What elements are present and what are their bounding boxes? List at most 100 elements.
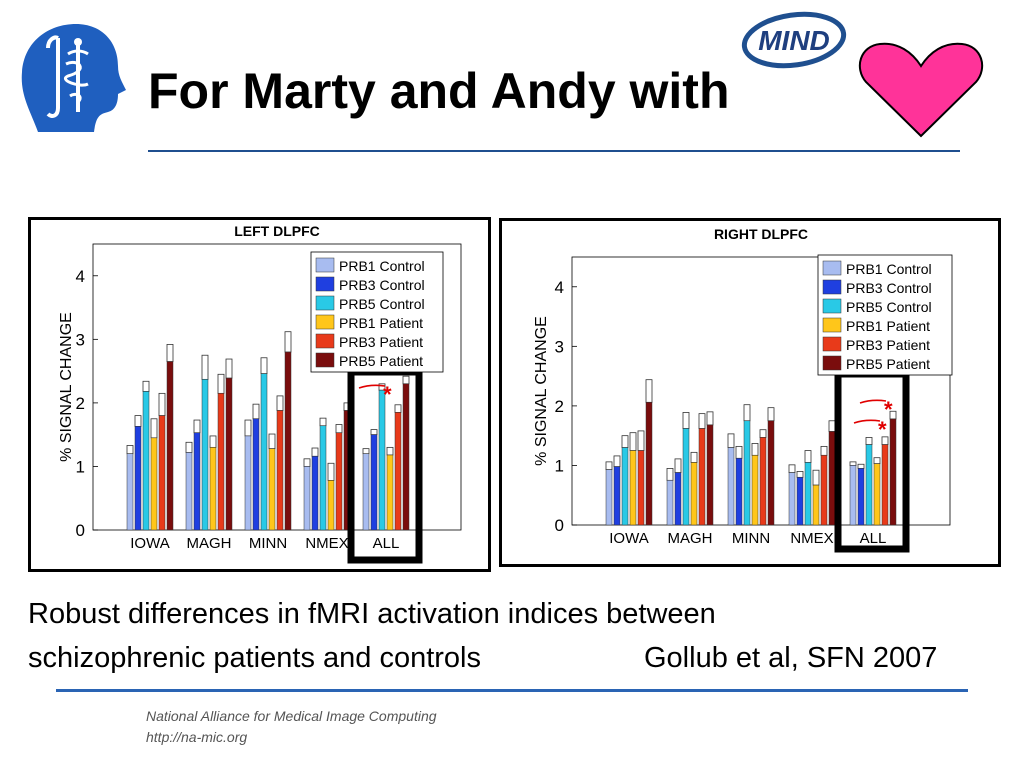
bar: [698, 428, 706, 526]
bar: [209, 447, 217, 531]
bar: [812, 484, 820, 526]
significance-asterisk: *: [383, 382, 392, 407]
bar: [311, 456, 319, 531]
error-bar: [362, 448, 370, 455]
bar: [767, 420, 775, 526]
error-bar: [873, 457, 881, 465]
error-bar: [735, 445, 743, 459]
right-dlpfc-chart-panel: RIGHT DLPFC 0 1 2 3 4 % SIGNAL CHANGE IOWA MAGH M…: [499, 218, 1001, 567]
error-bar: [201, 354, 209, 380]
bar: [727, 447, 735, 526]
error-bar: [150, 418, 158, 439]
bar: [260, 373, 268, 531]
legend-swatch: [822, 279, 842, 295]
error-bar: [629, 432, 637, 451]
bar: [682, 428, 690, 526]
legend-label: PRB5 Patient: [846, 356, 930, 372]
bar: [225, 377, 233, 531]
bar: [881, 444, 889, 526]
bar: [150, 437, 158, 531]
right-dlpfc-chart: RIGHT DLPFC 0 1 2 3 4 % SIGNAL CHANGE IOWA MAGH M…: [533, 226, 953, 553]
bar: [134, 426, 142, 531]
left-dlpfc-chart-panel: LEFT DLPFC 0 1 2 3 4 % SIGNAL CHANGE IOWA MAGH MI…: [28, 217, 491, 572]
error-bar: [252, 403, 260, 420]
bar: [327, 480, 335, 531]
error-bar: [225, 358, 233, 379]
bar: [796, 477, 804, 526]
bar: [394, 412, 402, 531]
x-tick-label: IOWA: [130, 535, 169, 552]
bar: [378, 389, 386, 531]
error-bar: [260, 357, 268, 375]
legend: PRB1 Control PRB3 Control PRB5 Control PRB1…: [310, 251, 444, 373]
error-bar: [327, 462, 335, 481]
bar: [865, 444, 873, 526]
legend-label: PRB1 Patient: [339, 315, 423, 331]
bar: [362, 453, 370, 531]
error-bar: [637, 430, 645, 451]
bar: [402, 383, 410, 531]
bar: [276, 410, 284, 531]
y-tick-label: 1: [555, 456, 564, 475]
error-bar: [751, 443, 759, 456]
y-tick-label: 3: [555, 337, 564, 356]
bar: [252, 418, 260, 531]
bar: [284, 351, 292, 531]
significance-bracket: [859, 399, 887, 404]
error-bar: [759, 429, 767, 438]
error-bar: [849, 461, 857, 466]
bar: [613, 466, 621, 526]
x-tick-label: NMEX: [790, 530, 833, 547]
y-axis-label: % SIGNAL CHANGE: [58, 312, 75, 462]
error-bar: [217, 373, 225, 394]
legend-swatch: [315, 295, 335, 311]
bar: [759, 437, 767, 526]
left-dlpfc-chart: LEFT DLPFC 0 1 2 3 4 % SIGNAL CHANGE IOWA MAGH MI…: [58, 223, 462, 564]
bar: [706, 424, 714, 526]
legend-swatch: [822, 298, 842, 314]
error-bar: [193, 419, 201, 434]
legend-label: PRB1 Patient: [846, 318, 930, 334]
y-tick-label: 0: [555, 516, 564, 535]
legend-label: PRB1 Control: [846, 261, 932, 277]
bar: [605, 469, 613, 526]
bar: [370, 434, 378, 531]
caption-line-2: schizophrenic patients and controls: [28, 642, 481, 674]
y-tick-label: 2: [76, 394, 85, 413]
error-bar: [674, 458, 682, 473]
bar: [217, 393, 225, 531]
error-bar: [142, 380, 150, 392]
footer-organization: National Alliance for Medical Image Comp…: [146, 708, 437, 724]
error-bar: [185, 441, 193, 453]
y-tick-label: 4: [76, 267, 85, 286]
error-bar: [303, 458, 311, 467]
error-bar: [820, 445, 828, 456]
x-tick-label: MINN: [732, 530, 770, 547]
chart-title: LEFT DLPFC: [234, 223, 320, 239]
y-tick-label: 4: [555, 278, 564, 297]
bar: [820, 455, 828, 526]
bar: [244, 435, 252, 531]
significance-bracket: [358, 384, 386, 389]
slicer-head-logo-icon: [21, 24, 126, 132]
error-bar: [706, 411, 714, 426]
significance-asterisk: *: [878, 417, 887, 442]
bar: [193, 432, 201, 531]
error-bar: [134, 415, 142, 427]
legend-label: PRB5 Control: [846, 299, 932, 315]
y-tick-label: 2: [555, 397, 564, 416]
bar: [621, 447, 629, 526]
legend-swatch: [315, 333, 335, 349]
error-bar: [621, 435, 629, 448]
error-bar: [319, 417, 327, 427]
bar: [804, 462, 812, 526]
bar: [889, 418, 897, 526]
legend-label: PRB3 Control: [339, 277, 425, 293]
bar: [201, 379, 209, 531]
y-axis-label: % SIGNAL CHANGE: [533, 316, 550, 466]
error-bar: [645, 379, 653, 403]
error-bar: [865, 437, 873, 446]
error-bar: [276, 395, 284, 411]
bar: [268, 448, 276, 531]
bar: [166, 361, 174, 531]
